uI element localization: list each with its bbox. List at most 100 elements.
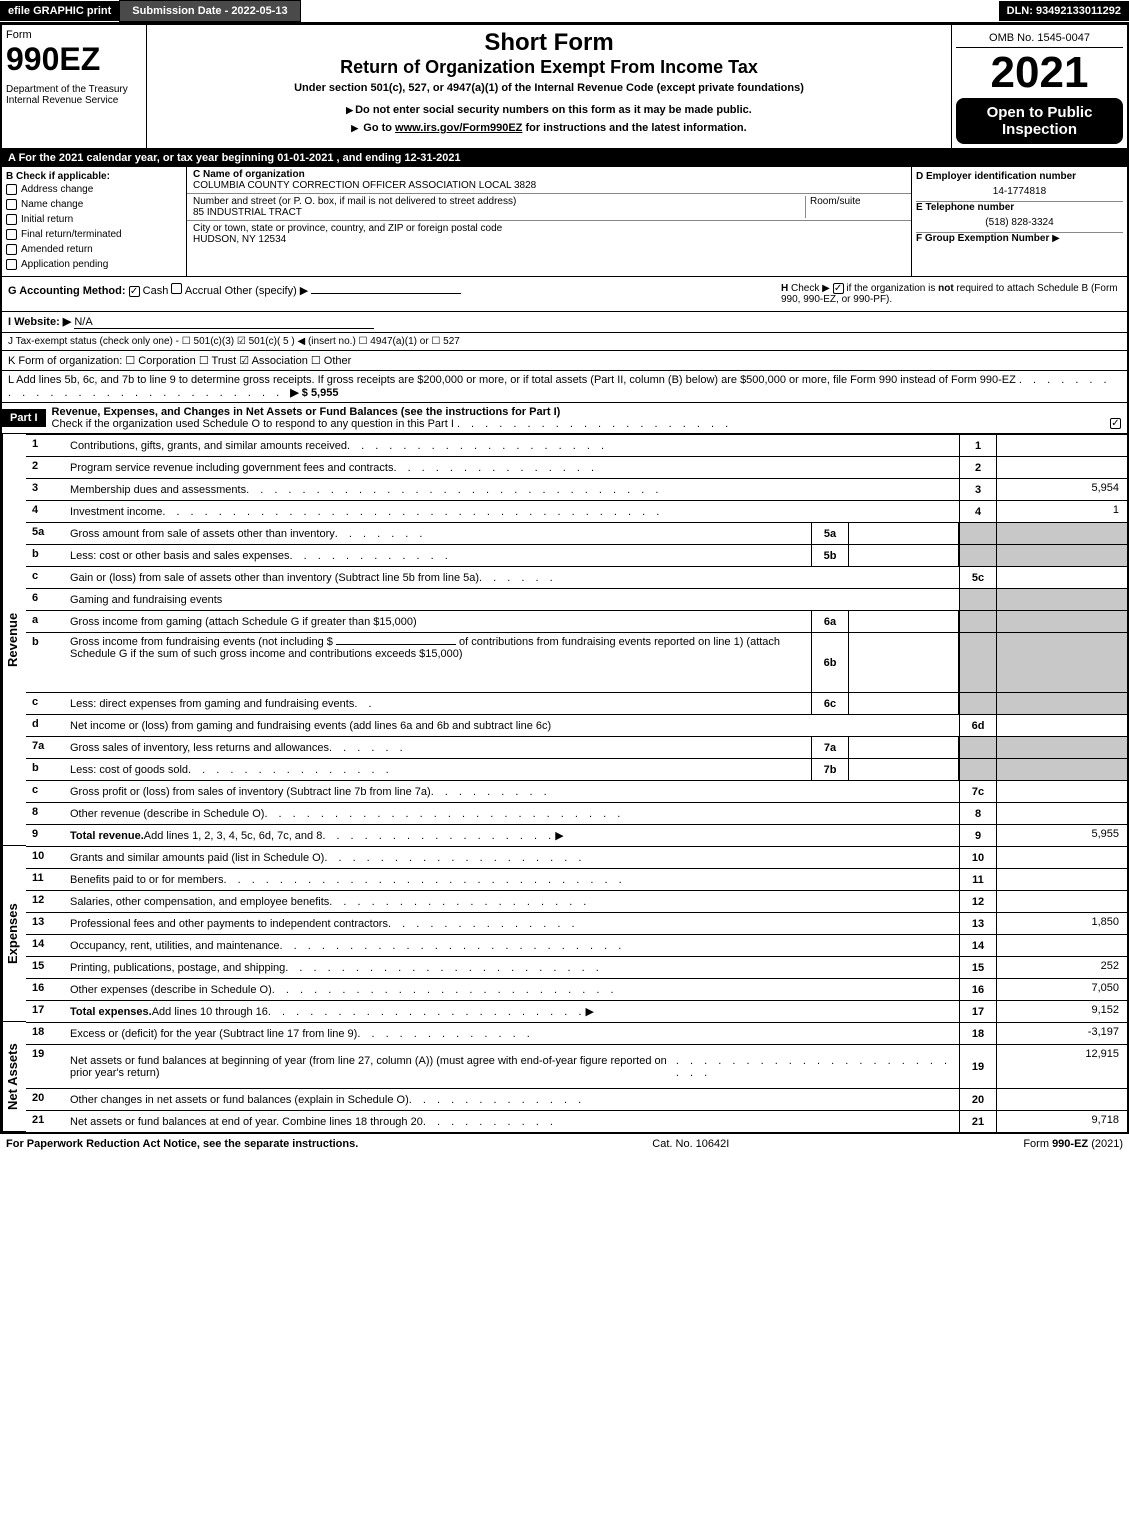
checkbox-icon	[6, 244, 17, 255]
omb-number: OMB No. 1545-0047	[956, 29, 1123, 48]
line-18: 18 Excess or (deficit) for the year (Sub…	[26, 1022, 1127, 1044]
section-k-row: K Form of organization: ☐ Corporation ☐ …	[2, 351, 1127, 371]
footer-right: Form 990-EZ (2021)	[1023, 1138, 1123, 1150]
header-center: Short Form Return of Organization Exempt…	[147, 25, 952, 148]
city-value: HUDSON, NY 12534	[193, 234, 286, 245]
form-label: Form	[6, 29, 142, 41]
other-specify-input[interactable]	[311, 293, 461, 294]
fundraising-amount-input[interactable]	[336, 644, 456, 645]
check-initial-return[interactable]: Initial return	[6, 212, 182, 227]
line-6a: a Gross income from gaming (attach Sched…	[26, 610, 1127, 632]
line-4: 4 Investment income . . . . . . . . . . …	[26, 500, 1127, 522]
check-final-return[interactable]: Final return/terminated	[6, 227, 182, 242]
line-3: 3 Membership dues and assessments . . . …	[26, 478, 1127, 500]
room-suite-label: Room/suite	[810, 196, 861, 207]
section-i-row: I Website: ▶ N/A	[2, 312, 1127, 333]
section-l-amount: ▶ $ 5,955	[290, 387, 338, 399]
line-7b: b Less: cost of goods sold . . . . . . .…	[26, 758, 1127, 780]
arrow-icon: ▶	[1052, 233, 1060, 244]
section-f: F Group Exemption Number ▶	[916, 233, 1123, 244]
netassets-section: Net Assets 18 Excess or (deficit) for th…	[2, 1022, 1127, 1132]
section-g: G Accounting Method: Cash Accrual Other …	[8, 283, 461, 305]
goto-link[interactable]: Go to www.irs.gov/Form990EZ for instruct…	[151, 122, 947, 134]
checkbox-icon	[6, 259, 17, 270]
netassets-vert-label: Net Assets	[2, 1022, 26, 1132]
checkbox-accrual-icon[interactable]	[171, 283, 182, 294]
line-7a: 7a Gross sales of inventory, less return…	[26, 736, 1127, 758]
checkbox-icon	[6, 199, 17, 210]
schedule-o-checkbox-icon[interactable]	[1110, 418, 1121, 429]
line-6: 6 Gaming and fundraising events	[26, 588, 1127, 610]
line-6c: c Less: direct expenses from gaming and …	[26, 692, 1127, 714]
section-d-label: D Employer identification number	[916, 171, 1123, 182]
title-main: Return of Organization Exempt From Incom…	[151, 57, 947, 78]
expenses-vert-label: Expenses	[2, 846, 26, 1022]
line-16: 16 Other expenses (describe in Schedule …	[26, 978, 1127, 1000]
section-g-label: G Accounting Method:	[8, 285, 126, 297]
section-bcd-row: B Check if applicable: Address change Na…	[2, 167, 1127, 277]
expenses-section: Expenses 10 Grants and similar amounts p…	[2, 846, 1127, 1022]
section-c-label: C Name of organization	[193, 169, 305, 180]
checkbox-cash-icon[interactable]	[129, 286, 140, 297]
under-section-text: Under section 501(c), 527, or 4947(a)(1)…	[151, 82, 947, 94]
org-name-cell: C Name of organization COLUMBIA COUNTY C…	[187, 167, 911, 194]
line-6b: b Gross income from fundraising events (…	[26, 632, 1127, 692]
revenue-vert-label: Revenue	[2, 434, 26, 846]
line-5c: c Gain or (loss) from sale of assets oth…	[26, 566, 1127, 588]
line-15: 15 Printing, publications, postage, and …	[26, 956, 1127, 978]
check-application-pending[interactable]: Application pending	[6, 257, 182, 272]
revenue-section: Revenue 1 Contributions, gifts, grants, …	[2, 434, 1127, 846]
open-public-badge: Open to Public Inspection	[956, 98, 1123, 144]
line-12: 12 Salaries, other compensation, and emp…	[26, 890, 1127, 912]
section-h: H Check ▶ if the organization is not req…	[781, 283, 1121, 305]
section-b-label: B Check if applicable:	[6, 171, 182, 182]
line-20: 20 Other changes in net assets or fund b…	[26, 1088, 1127, 1110]
line-1: 1 Contributions, gifts, grants, and simi…	[26, 434, 1127, 456]
addr-label: Number and street (or P. O. box, if mail…	[193, 196, 516, 207]
section-e-label: E Telephone number	[916, 202, 1123, 213]
header-left: Form 990EZ Department of the Treasury In…	[2, 25, 147, 148]
top-left: efile GRAPHIC print Submission Date - 20…	[0, 0, 301, 22]
checkbox-schedule-b-icon[interactable]	[833, 283, 844, 294]
line-14: 14 Occupancy, rent, utilities, and maint…	[26, 934, 1127, 956]
revenue-lines: 1 Contributions, gifts, grants, and simi…	[26, 434, 1127, 846]
section-i-label: I Website: ▶	[8, 316, 71, 328]
section-a-tax-year: A For the 2021 calendar year, or tax yea…	[2, 149, 1127, 167]
check-name-change[interactable]: Name change	[6, 197, 182, 212]
form-header-row: Form 990EZ Department of the Treasury In…	[2, 25, 1127, 149]
efile-print-label[interactable]: efile GRAPHIC print	[0, 1, 119, 21]
line-9: 9 Total revenue. Add lines 1, 2, 3, 4, 5…	[26, 824, 1127, 846]
submission-date-button[interactable]: Submission Date - 2022-05-13	[119, 0, 300, 22]
org-name: COLUMBIA COUNTY CORRECTION OFFICER ASSOC…	[193, 180, 536, 191]
line-7c: c Gross profit or (loss) from sales of i…	[26, 780, 1127, 802]
section-l-text: L Add lines 5b, 6c, and 7b to line 9 to …	[8, 374, 1016, 386]
dln-label: DLN: 93492133011292	[999, 1, 1129, 21]
line-11: 11 Benefits paid to or for members . . .…	[26, 868, 1127, 890]
section-def: D Employer identification number 14-1774…	[912, 167, 1127, 276]
section-b: B Check if applicable: Address change Na…	[2, 167, 187, 276]
check-amended-return[interactable]: Amended return	[6, 242, 182, 257]
section-j-row: J Tax-exempt status (check only one) - ☐…	[2, 333, 1127, 351]
website-value: N/A	[74, 316, 374, 329]
part1-header-row: Part I Revenue, Expenses, and Changes in…	[2, 403, 1127, 434]
line-5b: b Less: cost or other basis and sales ex…	[26, 544, 1127, 566]
city-label: City or town, state or province, country…	[193, 223, 502, 234]
part1-label: Part I	[2, 409, 46, 427]
ein-value: 14-1774818	[916, 182, 1123, 202]
city-cell: City or town, state or province, country…	[187, 221, 911, 247]
check-address-change[interactable]: Address change	[6, 182, 182, 197]
line-8: 8 Other revenue (describe in Schedule O)…	[26, 802, 1127, 824]
section-c: C Name of organization COLUMBIA COUNTY C…	[187, 167, 912, 276]
footer-row: For Paperwork Reduction Act Notice, see …	[0, 1134, 1129, 1154]
line-19: 19 Net assets or fund balances at beginn…	[26, 1044, 1127, 1088]
part1-desc: Revenue, Expenses, and Changes in Net As…	[46, 403, 1127, 433]
expenses-lines: 10 Grants and similar amounts paid (list…	[26, 846, 1127, 1022]
form-container: Form 990EZ Department of the Treasury In…	[0, 23, 1129, 1134]
phone-value: (518) 828-3324	[916, 213, 1123, 233]
form-year: 2021	[956, 48, 1123, 98]
line-2: 2 Program service revenue including gove…	[26, 456, 1127, 478]
form-number: 990EZ	[6, 41, 142, 78]
netassets-lines: 18 Excess or (deficit) for the year (Sub…	[26, 1022, 1127, 1132]
title-short-form: Short Form	[151, 29, 947, 57]
irs-label: Internal Revenue Service	[6, 95, 142, 106]
